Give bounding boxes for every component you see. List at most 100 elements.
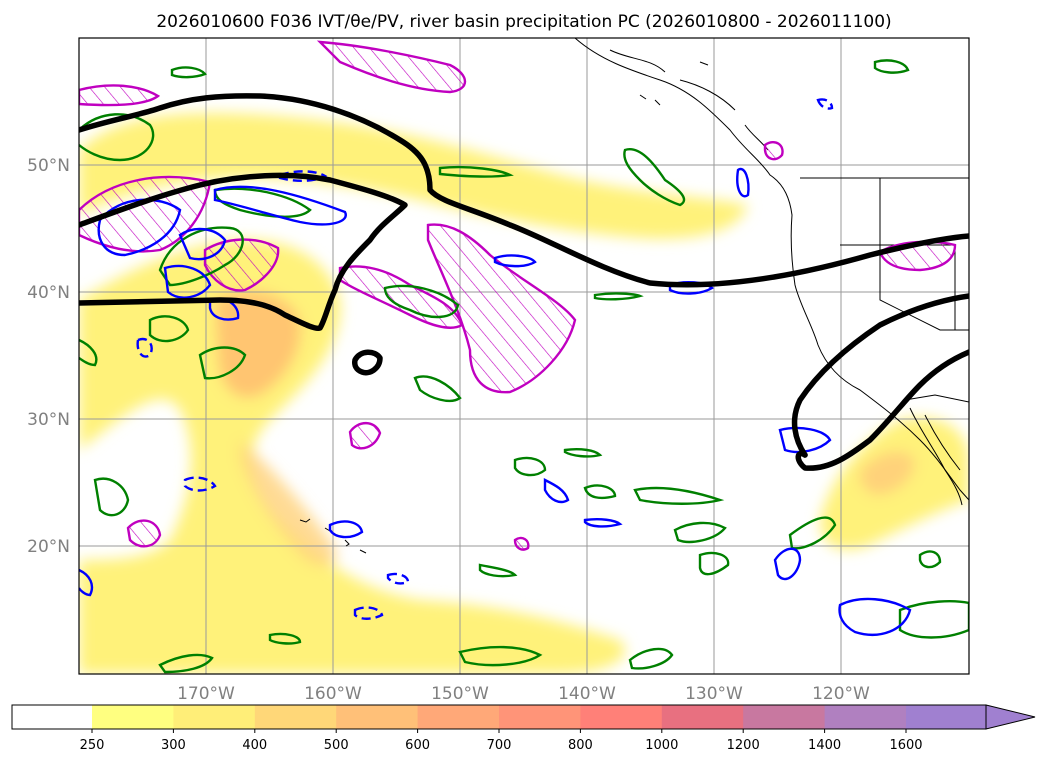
pv-south-center-2: [628, 647, 674, 670]
ivt-contour-north: [79, 93, 969, 288]
theta-south-3: [79, 568, 94, 597]
hawaii-islands: [299, 518, 367, 554]
pv-ne-1: [873, 59, 910, 74]
lat-label-30n: 30°N: [27, 410, 70, 430]
ivt-black-contours: [79, 93, 969, 471]
lat-label-40n: 40°N: [27, 283, 70, 303]
theta-alaska: [736, 167, 750, 198]
colorbar-tick-label: 800: [568, 738, 593, 753]
us-states-b: [840, 244, 955, 331]
theta-dashed-1: [278, 170, 328, 182]
pv-center-2: [413, 375, 462, 403]
colorbar-tick-label: 300: [161, 738, 186, 753]
colorbar-tick-label: 400: [242, 738, 267, 753]
colorbar-segment: [92, 705, 174, 729]
colorbar-segment: [173, 705, 256, 729]
alaska-islands: [609, 49, 769, 151]
theta-east-3: [773, 547, 802, 581]
gulf-of-california: [924, 414, 961, 471]
coastlines: [299, 38, 969, 554]
colorbar-segment: [743, 705, 826, 729]
colorbar-segment: [254, 705, 337, 729]
colorbar-segment: [661, 705, 744, 729]
colorbar-segment: [906, 705, 986, 729]
theta-west-2: [213, 185, 347, 226]
lon-label-170w: 170°W: [177, 684, 235, 704]
pv-east-3: [918, 550, 942, 569]
colorbar-ticks: 250 300 400 500 600 700 800 1000 1200 1400 1600: [80, 729, 923, 753]
pv-south-5: [698, 551, 730, 576]
theta-dashed-2: [183, 476, 217, 492]
colorbar-extend-arrow: [985, 704, 1036, 730]
lon-label-140w: 140°W: [558, 684, 616, 704]
pv-jet-west: [158, 226, 244, 287]
ivt-contour-east-a: [791, 293, 969, 458]
figure-title: 2026010600 F036 IVT/θe/PV, river basin p…: [156, 12, 891, 32]
lon-label-150w: 150°W: [431, 684, 489, 704]
pv-south-4: [673, 521, 727, 544]
colorbar-segments: [12, 705, 986, 729]
pv-west-3: [148, 315, 190, 343]
north-america-coast: [574, 38, 969, 501]
pv-east-1: [788, 516, 837, 550]
precip-near-40n: [338, 265, 464, 329]
lat-label-20n: 20°N: [27, 537, 70, 557]
theta-central: [493, 254, 537, 268]
precip-northwest: [79, 84, 161, 107]
colorbar-tick-label: 250: [80, 738, 105, 753]
pv-northwest: [79, 113, 155, 162]
map-frame: [78, 37, 970, 675]
pv-jet-center: [213, 187, 312, 218]
colorbar: 250 300 400 500 600 700 800 1000 1200 1400 1600: [11, 704, 1036, 753]
lat-axis: 50°N 40°N 30°N 20°N: [27, 156, 70, 557]
pv-mid-5: [268, 632, 302, 645]
pv-south-1: [93, 477, 130, 517]
baja-california: [909, 407, 963, 506]
ivt-contour-jet: [79, 172, 408, 332]
colorbar-tick-label: 1200: [727, 738, 760, 753]
theta-dashed-4: [136, 337, 153, 358]
us-mexico-border: [904, 394, 969, 403]
theta-east-2: [778, 426, 832, 454]
colorbar-segment: [580, 705, 663, 729]
theta-east-4: [838, 597, 912, 636]
theta-west-1: [97, 198, 182, 257]
theta-dashed-6: [816, 98, 834, 110]
pv-mid-4: [478, 563, 518, 578]
lon-label-160w: 160°W: [304, 684, 362, 704]
pv-south-center: [458, 645, 543, 667]
pv-center-1: [383, 284, 460, 319]
pv-far-north: [170, 66, 207, 79]
precip-bc: [763, 141, 784, 161]
map-panel: [79, 38, 969, 674]
pv-east-2: [898, 600, 969, 639]
pv-contours: [79, 59, 969, 674]
colorbar-segment: [336, 705, 419, 729]
colorbar-segment: [417, 705, 500, 729]
pv-west-2: [198, 346, 247, 380]
ivt-contour-small: [352, 349, 383, 376]
precip-west-center: [203, 238, 280, 292]
lon-axis: 170°W 160°W 150°W 140°W 130°W 120°W: [177, 684, 870, 704]
precip-west-jet: [79, 175, 212, 253]
ivt-contour-east-b: [795, 349, 969, 471]
colorbar-segment: [499, 705, 581, 729]
pv-center-3: [438, 165, 514, 178]
ivt-east-core: [859, 451, 915, 495]
lon-label-120w: 120°W: [812, 684, 870, 704]
pv-south-2: [583, 484, 617, 500]
theta-south-1: [583, 518, 623, 528]
colorbar-tick-label: 700: [487, 738, 512, 753]
colorbar-tick-label: 1600: [889, 738, 922, 753]
pv-south-3: [633, 486, 725, 505]
ivt-northern-band: [79, 112, 748, 239]
colorbar-tick-label: 600: [405, 738, 430, 753]
pv-west-1: [79, 338, 98, 367]
precip-north: [316, 40, 467, 94]
theta-south-4: [543, 478, 570, 504]
precip-southwest: [126, 519, 162, 548]
graticule: [79, 38, 969, 674]
theta-south-2: [328, 520, 364, 539]
lon-label-130w: 130°W: [685, 684, 743, 704]
